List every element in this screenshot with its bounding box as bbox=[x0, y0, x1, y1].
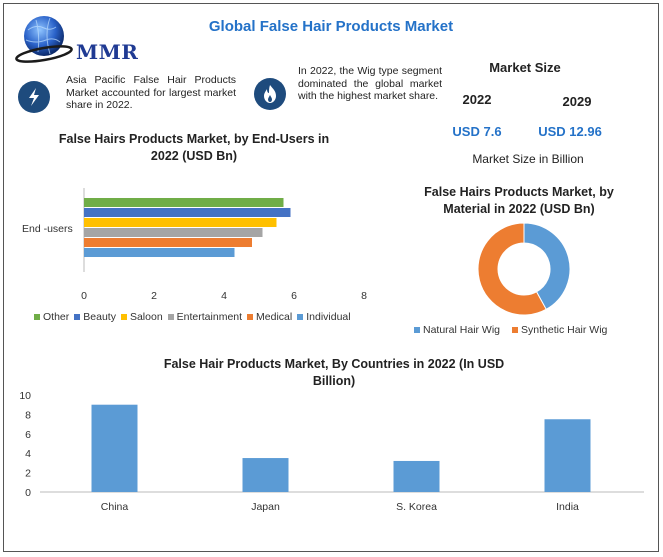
material-legend: Natural Hair Wig Synthetic Hair Wig bbox=[414, 324, 619, 336]
end-users-chart-title: False Hairs Products Market, by End-User… bbox=[58, 132, 330, 163]
bar-saloon bbox=[84, 218, 277, 227]
info-text-asia-pacific: Asia Pacific False Hair Products Market … bbox=[66, 74, 236, 111]
lightning-icon bbox=[18, 81, 50, 113]
legend-item-entertainment: Entertainment bbox=[167, 311, 243, 323]
infographic-frame: MMR Global False Hair Products Market As… bbox=[3, 3, 659, 552]
legend-item-beauty: Beauty bbox=[74, 311, 116, 323]
legend-swatch bbox=[247, 314, 254, 320]
legend-swatch bbox=[167, 314, 174, 320]
slice-synthetic-hair-wig bbox=[477, 222, 547, 316]
market-size-value-2022: USD 7.6 bbox=[452, 124, 502, 139]
slice-natural-hair-wig bbox=[523, 222, 571, 310]
market-size-title: Market Size bbox=[489, 60, 561, 75]
bar-medical bbox=[84, 238, 252, 247]
legend-item-natural-hair-wig: Natural Hair Wig bbox=[414, 324, 500, 336]
bar-china bbox=[91, 404, 138, 492]
countries-chart: 0 2 4 6 8 10 China Japan S. Korea India bbox=[19, 390, 644, 513]
bar-other bbox=[84, 198, 284, 207]
logo-text: MMR bbox=[76, 40, 139, 64]
globe-icon bbox=[14, 12, 78, 64]
x-tick-label-india: India bbox=[556, 501, 579, 513]
material-donut-chart bbox=[477, 222, 571, 316]
legend-swatch bbox=[414, 327, 420, 333]
category-label: End -users bbox=[22, 223, 73, 235]
legend-swatch bbox=[297, 314, 304, 320]
market-size-year-2029: 2029 bbox=[562, 94, 592, 109]
legend-swatch bbox=[74, 314, 81, 320]
legend-item-saloon: Saloon bbox=[120, 311, 163, 323]
legend-label: Medical bbox=[256, 311, 293, 323]
y-tick-label: 2 bbox=[25, 468, 31, 480]
legend-swatch bbox=[512, 327, 519, 333]
end-users-chart: End -users 0 2 4 6 8 bbox=[22, 188, 367, 302]
legend-label: Natural Hair Wig bbox=[423, 324, 501, 336]
market-size-year-2022: 2022 bbox=[462, 92, 492, 107]
material-chart-title: False Hairs Products Market, by Material… bbox=[424, 185, 614, 216]
legend-label: Individual bbox=[306, 311, 351, 323]
x-tick-label-japan: Japan bbox=[251, 501, 280, 513]
x-tick-label-s-korea: S. Korea bbox=[396, 501, 437, 513]
legend-swatch bbox=[34, 314, 40, 320]
x-tick-label: 6 bbox=[291, 290, 297, 302]
x-tick-label: 8 bbox=[361, 290, 367, 302]
y-tick-label: 10 bbox=[19, 390, 31, 402]
market-size-value-2029: USD 12.96 bbox=[538, 124, 602, 139]
end-users-legend: Other Beauty Saloon Entertainment Medical Ind… bbox=[34, 311, 356, 323]
market-size-caption: Market Size in Billion bbox=[472, 152, 584, 166]
legend-label: Saloon bbox=[129, 311, 163, 323]
legend-item-medical: Medical bbox=[247, 311, 292, 323]
countries-chart-title: False Hair Products Market, By Countries… bbox=[163, 357, 505, 388]
y-tick-label: 6 bbox=[25, 429, 31, 441]
y-tick-label: 8 bbox=[25, 409, 31, 421]
legend-label: Entertainment bbox=[176, 311, 243, 323]
bar-individual bbox=[84, 248, 235, 257]
bar-india bbox=[544, 419, 591, 492]
info-text-wig-segment: In 2022, the Wig type segment dominated … bbox=[298, 65, 442, 102]
bar-japan bbox=[242, 458, 289, 492]
legend-swatch bbox=[120, 314, 127, 320]
legend-item-individual: Individual bbox=[297, 311, 351, 323]
y-tick-label: 0 bbox=[25, 487, 31, 499]
x-tick-label: 0 bbox=[81, 290, 87, 302]
x-tick-label: 2 bbox=[151, 290, 157, 302]
legend-label: Other bbox=[43, 311, 70, 323]
x-tick-label-china: China bbox=[101, 501, 129, 513]
bar-beauty bbox=[84, 208, 291, 217]
x-tick-label: 4 bbox=[221, 290, 227, 302]
bar-entertainment bbox=[84, 228, 263, 237]
y-tick-label: 4 bbox=[25, 448, 31, 460]
page-title: Global False Hair Products Market bbox=[208, 18, 454, 35]
bar-s-korea bbox=[393, 460, 440, 492]
legend-item-other: Other bbox=[34, 311, 69, 323]
legend-item-synthetic-hair-wig: Synthetic Hair Wig bbox=[512, 324, 607, 336]
legend-label: Beauty bbox=[83, 311, 116, 323]
legend-label: Synthetic Hair Wig bbox=[521, 324, 608, 336]
flame-icon bbox=[254, 78, 286, 110]
